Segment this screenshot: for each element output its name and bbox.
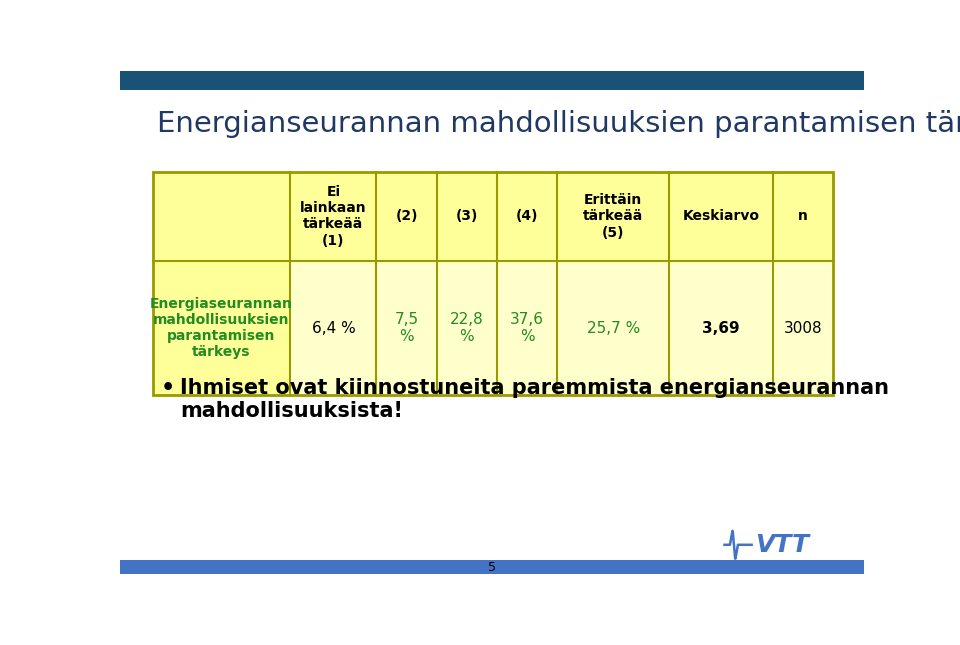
Text: Ihmiset ovat kiinnostuneita paremmista energianseurannan
mahdollisuuksista!: Ihmiset ovat kiinnostuneita paremmista e… (180, 378, 890, 421)
Text: 22,8
%: 22,8 % (450, 312, 484, 344)
Bar (290, 261, 833, 395)
Text: 37,6
%: 37,6 % (510, 312, 544, 344)
Bar (153, 261, 290, 395)
Bar (120, 561, 864, 574)
Text: VTT: VTT (756, 533, 809, 557)
Text: Erittäin
tärkeää
(5): Erittäin tärkeää (5) (584, 194, 643, 239)
Text: n: n (798, 210, 807, 223)
Text: 3,69: 3,69 (702, 321, 740, 335)
Text: 7,5
%: 7,5 % (395, 312, 419, 344)
Text: Energianseurannan mahdollisuuksien parantamisen tärkeys: Energianseurannan mahdollisuuksien paran… (157, 110, 960, 137)
Text: Energiaseurannan
mahdollisuuksien
parantamisen
tärkeys: Energiaseurannan mahdollisuuksien parant… (150, 297, 293, 359)
Text: (4): (4) (516, 210, 539, 223)
Text: •: • (160, 378, 175, 398)
Text: (3): (3) (456, 210, 478, 223)
Text: 25,7 %: 25,7 % (587, 321, 640, 335)
Text: 3008: 3008 (783, 321, 822, 335)
Text: Ei
lainkaan
tärkeää
(1): Ei lainkaan tärkeää (1) (300, 185, 367, 248)
Bar (153, 172, 833, 395)
Bar (153, 172, 833, 261)
Text: (2): (2) (396, 210, 418, 223)
Text: 6,4 %: 6,4 % (312, 321, 355, 335)
Bar (120, 71, 864, 90)
Text: 5: 5 (488, 561, 496, 573)
Text: Keskiarvo: Keskiarvo (683, 210, 759, 223)
